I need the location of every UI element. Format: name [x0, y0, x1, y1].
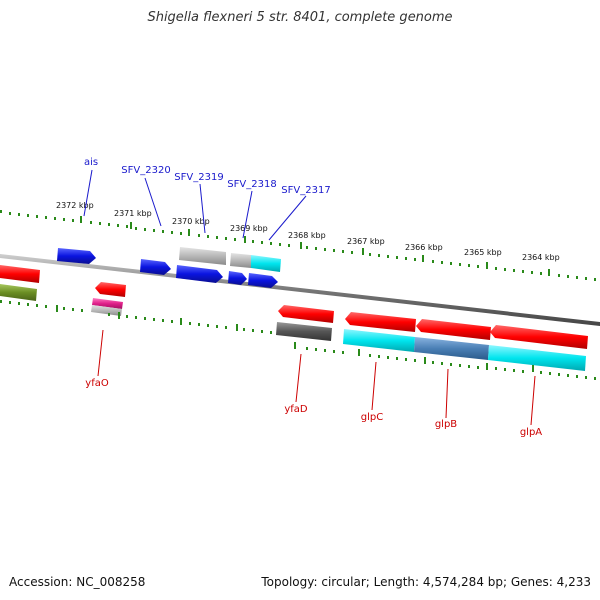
gene-label-sfv-2317[interactable]: SFV_2317: [281, 185, 330, 196]
gene-arrow-ais[interactable]: [57, 248, 96, 264]
page-title: Shigella flexneri 5 str. 8401, complete …: [147, 10, 453, 25]
gene-label-sfv-2319[interactable]: SFV_2319: [174, 172, 223, 183]
reverse-strand-genes: [0, 282, 588, 371]
gene-label-sfv-2320[interactable]: SFV_2320: [121, 165, 170, 176]
gene-label-glpa[interactable]: glpA: [520, 427, 542, 438]
gene-arrow-sfv-2318[interactable]: [228, 271, 247, 285]
accession-label: Accession: NC_008258: [9, 575, 146, 589]
gene-olive-left: [0, 284, 37, 301]
gene-box-yfao-pink[interactable]: [92, 298, 123, 309]
tick-label: 2369 kbp: [230, 224, 268, 233]
gene-box-glpb-steel[interactable]: [414, 337, 489, 360]
leader-line-sfv-2319: [199, 183, 206, 234]
upper-major-ticks: [80, 216, 550, 276]
gene-box-yfad-dark[interactable]: [276, 322, 332, 341]
leader-line-sfv-2320: [144, 177, 162, 227]
gene-box-sfv-2319[interactable]: [179, 247, 226, 265]
leader-line-yfao: [97, 329, 104, 377]
gene-arrow-yfao-red[interactable]: [95, 282, 126, 297]
lower-dotted-track: [0, 300, 596, 380]
leader-line-glpa: [530, 375, 536, 426]
gene-box-glpc-cyan[interactable]: [343, 329, 415, 352]
leader-line-sfv-2318: [242, 190, 253, 239]
gene-label-yfad[interactable]: yfaD: [284, 404, 308, 415]
tick-label: 2365 kbp: [464, 248, 502, 257]
gene-label-ais[interactable]: ais: [84, 157, 98, 168]
gene-arrow-glpa[interactable]: [490, 325, 588, 349]
gene-arrow-glpb[interactable]: [416, 319, 491, 340]
gene-label-glpc[interactable]: glpC: [361, 412, 383, 423]
gene-label-yfao[interactable]: yfaO: [85, 378, 109, 389]
leader-line-glpc: [371, 361, 377, 411]
tick-label: 2366 kbp: [405, 243, 443, 252]
lower-major-ticks: [56, 305, 534, 372]
leader-line-glpb: [445, 368, 449, 419]
gene-arrow-yfad[interactable]: [278, 305, 334, 323]
tick-label: 2371 kbp: [114, 209, 152, 218]
gene-box-glpa-cyan[interactable]: [488, 345, 586, 371]
forward-strand-genes: [0, 247, 281, 288]
gene-arrow-glpc[interactable]: [345, 312, 416, 332]
gene-label-glpb[interactable]: glpB: [435, 419, 457, 430]
gene-arrow-sfv-2320[interactable]: [140, 259, 171, 275]
gene-box-sfv-2318[interactable]: [230, 253, 251, 268]
gene-arrow-sfv-2319[interactable]: [176, 265, 223, 283]
tick-label: 2367 kbp: [347, 237, 385, 246]
tick-label: 2372 kbp: [56, 201, 94, 210]
topology-label: Topology: circular; Length: 4,574,284 bp…: [261, 575, 591, 589]
tick-label: 2368 kbp: [288, 231, 326, 240]
upper-dotted-track: [0, 210, 596, 281]
gene-label-sfv-2318[interactable]: SFV_2318: [227, 179, 276, 190]
leader-line-sfv-2317: [268, 195, 307, 241]
gene-red-left: [0, 265, 40, 283]
leader-line-yfad: [295, 353, 302, 403]
tick-label: 2370 kbp: [172, 217, 210, 226]
tick-label: 2364 kbp: [522, 253, 560, 262]
gene-box-sfv-2317[interactable]: [251, 255, 281, 272]
gene-box-yfao-gray[interactable]: [91, 305, 122, 316]
gene-arrow-sfv-2317[interactable]: [248, 273, 278, 288]
leader-line-ais: [83, 169, 93, 217]
